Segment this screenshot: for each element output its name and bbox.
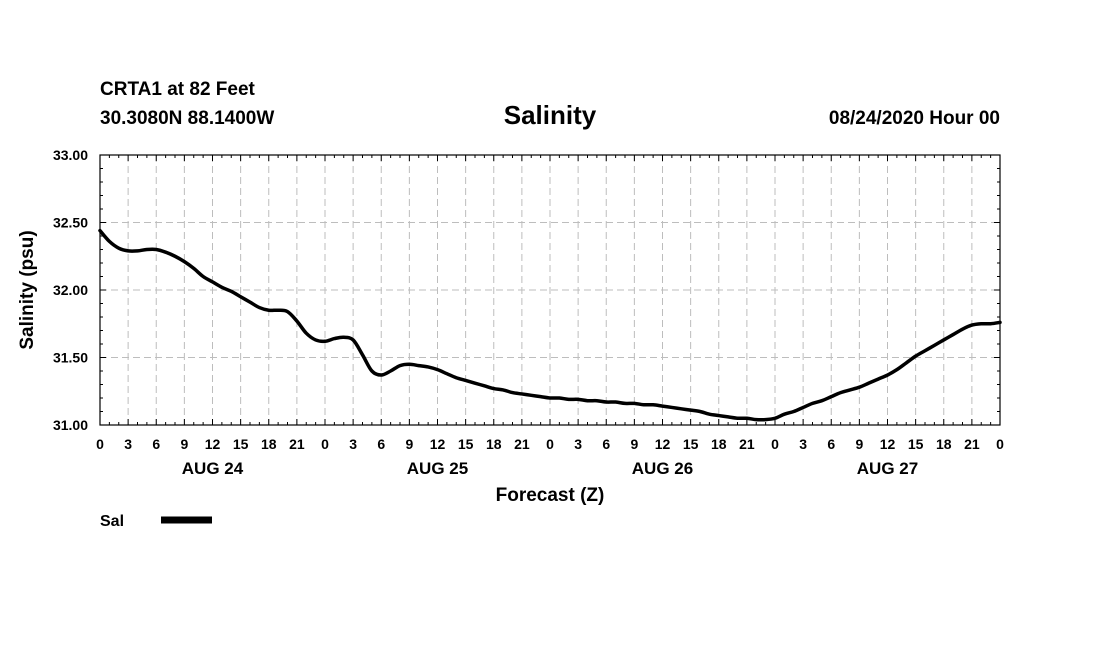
plot-frame [99,154,1001,426]
x-tick-label: 21 [289,436,305,452]
x-tick-label: 21 [964,436,980,452]
x-tick-label: 0 [321,436,329,452]
series-layer [98,228,1002,422]
x-tick-label: 18 [261,436,277,452]
y-tick-label: 31.50 [53,350,88,366]
y-axis-title: Salinity (psu) [17,230,38,349]
x-tick-label: 12 [655,436,671,452]
x-tick-label: 6 [377,436,385,452]
coordinates-label: 30.3080N 88.1400W [100,108,274,129]
x-tick-label: 21 [514,436,530,452]
legend-label: Sal [100,513,124,530]
legend: Sal [100,513,212,530]
x-tick-label: 18 [936,436,952,452]
y-tick-label: 32.50 [53,215,88,231]
x-tick-label: 0 [546,436,554,452]
day-label: AUG 24 [182,459,244,478]
x-tick-label: 6 [827,436,835,452]
x-tick-label: 9 [180,436,188,452]
x-tick-label: 12 [430,436,446,452]
x-tick-label: 15 [683,436,699,452]
x-tick-label: 12 [880,436,896,452]
x-tick-label: 15 [458,436,474,452]
x-tick-label: 9 [630,436,638,452]
x-tick-label: 6 [602,436,610,452]
x-tick-label: 3 [799,436,807,452]
x-tick-label: 18 [486,436,502,452]
x-tick-label: 9 [855,436,863,452]
grid [100,155,1000,425]
x-tick-label: 3 [349,436,357,452]
x-tick-label: 21 [739,436,755,452]
chart-title: Salinity [504,100,597,130]
x-tick-label: 3 [574,436,582,452]
y-tick-label: 32.00 [53,282,88,298]
day-label: AUG 25 [407,459,468,478]
x-tick-label: 0 [996,436,1004,452]
x-axis-title: Forecast (Z) [496,485,605,506]
y-tick-label: 33.00 [53,147,88,163]
axes [99,154,1001,426]
x-tick-label: 18 [711,436,727,452]
tick-labels: 0 3 6 9 12 15 18 21 0 3 6 9 12 15 18 21 0 3 6 9 12 15 18 21 0 3 6 9… [53,147,1004,478]
run-time-label: 08/24/2020 Hour 00 [829,108,1000,129]
y-tick-label: 31.00 [53,417,88,433]
x-tick-label: 6 [152,436,160,452]
x-tick-label: 15 [908,436,924,452]
x-tick-label: 0 [96,436,104,452]
x-tick-label: 15 [233,436,249,452]
x-tick-label: 12 [205,436,221,452]
x-tick-label: 3 [124,436,132,452]
x-tick-label: 0 [771,436,779,452]
series-line-sal [98,228,1002,422]
day-label: AUG 26 [632,459,693,478]
x-tick-label: 9 [405,436,413,452]
station-label: CRTA1 at 82 Feet [100,79,256,100]
day-label: AUG 27 [857,459,918,478]
